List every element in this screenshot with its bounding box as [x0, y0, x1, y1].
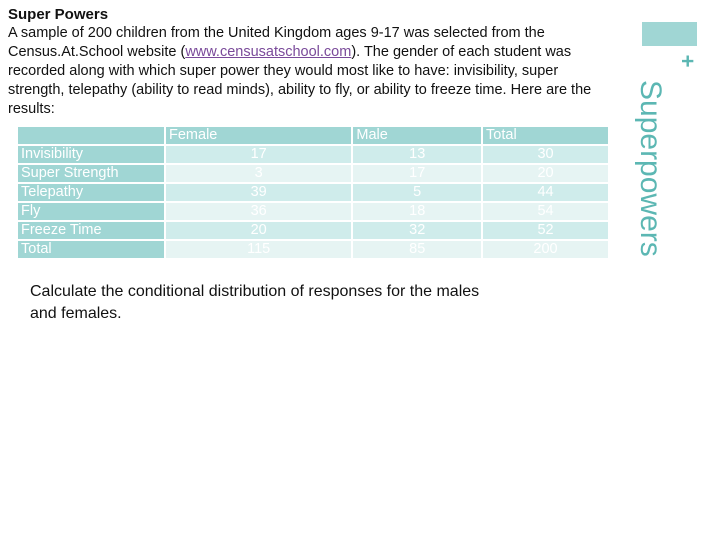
intro-text-start: A sample of 200 children from the United…: [8, 25, 545, 60]
cell-male: 17: [353, 165, 482, 182]
header-male: Male: [353, 127, 482, 144]
row-category: Total: [18, 241, 164, 258]
table-header-row: Female Male Total: [18, 127, 608, 144]
cell-female: 39: [166, 184, 352, 201]
results-table: Female Male Total Invisibility 17 13 30 …: [16, 125, 610, 260]
cell-total: 200: [483, 241, 608, 258]
censusatschool-link[interactable]: www.censusatschool.com: [185, 44, 352, 60]
row-category: Super Strength: [18, 165, 164, 182]
slide-title: Super Powers: [8, 6, 109, 23]
header-female: Female: [166, 127, 352, 144]
row-category: Invisibility: [18, 146, 164, 163]
table-row: Freeze Time 20 32 52: [18, 222, 608, 239]
table-row: Telepathy 39 5 44: [18, 184, 608, 201]
table-row: Invisibility 17 13 30: [18, 146, 608, 163]
cell-male: 13: [353, 146, 482, 163]
cell-male: 85: [353, 241, 482, 258]
question-text: Calculate the conditional distribution o…: [30, 283, 480, 322]
cell-female: 20: [166, 222, 352, 239]
cell-total: 44: [483, 184, 608, 201]
row-category: Fly: [18, 203, 164, 220]
cell-male: 5: [353, 184, 482, 201]
accent-bar: [642, 22, 697, 46]
cell-female: 17: [166, 146, 352, 163]
cell-male: 18: [353, 203, 482, 220]
header-total: Total: [483, 127, 608, 144]
cell-female: 3: [166, 165, 352, 182]
header-blank: [18, 127, 164, 144]
cell-total: 54: [483, 203, 608, 220]
plus-icon: +: [675, 54, 700, 68]
cell-total: 30: [483, 146, 608, 163]
row-category: Telepathy: [18, 184, 164, 201]
cell-female: 115: [166, 241, 352, 258]
side-title: Superpowers: [634, 80, 667, 257]
cell-total: 20: [483, 165, 608, 182]
table-row: Super Strength 3 17 20: [18, 165, 608, 182]
cell-female: 36: [166, 203, 352, 220]
cell-male: 32: [353, 222, 482, 239]
intro-text-end: ). The gender of each student was record…: [8, 44, 592, 117]
table-row: Fly 36 18 54: [18, 203, 608, 220]
row-category: Freeze Time: [18, 222, 164, 239]
table-row-total: Total 115 85 200: [18, 241, 608, 258]
cell-total: 52: [483, 222, 608, 239]
intro-paragraph: A sample of 200 children from the United…: [8, 24, 618, 119]
